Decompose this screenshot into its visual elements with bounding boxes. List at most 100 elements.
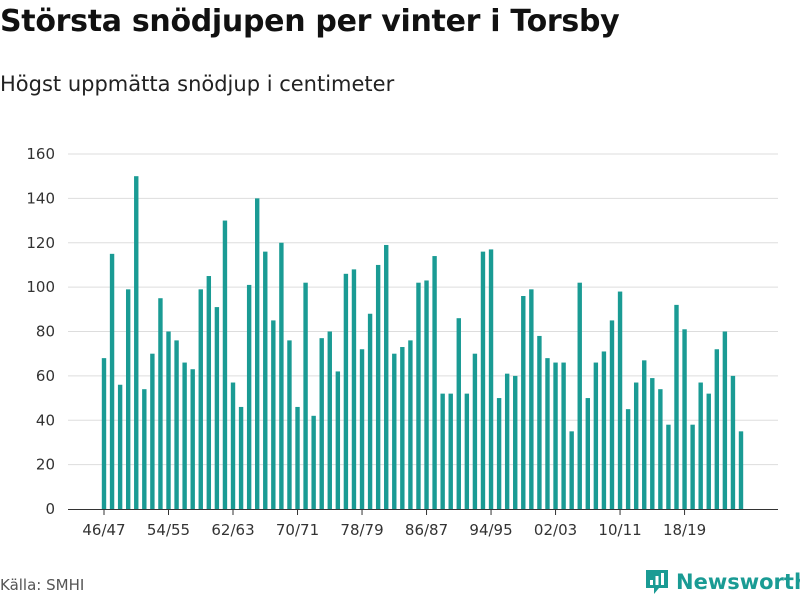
bar-96/97 — [504, 373, 510, 509]
bar-66/67 — [263, 251, 268, 510]
bar-48/49 — [117, 384, 123, 509]
grid-lines — [68, 153, 778, 466]
bar-79/80 — [367, 313, 373, 509]
bar-53/54 — [158, 298, 163, 509]
bar-63/64 — [238, 406, 244, 509]
bar-83/84 — [400, 347, 405, 509]
bar-70/71 — [295, 406, 300, 509]
x-tick-label: 86/87 — [405, 521, 448, 539]
bar-82/83 — [392, 353, 397, 509]
x-axis-ticks: 46/47 54/55 62/63 70/71 78/79 86/87 94/95 02/03… — [82, 509, 706, 539]
bar-97/98 — [513, 375, 518, 510]
y-axis-ticks: 0 20 40 60 80 100 120 140 160 — [26, 145, 55, 518]
bar-86/87 — [424, 280, 429, 509]
bar-67/68 — [271, 320, 276, 509]
brand-name: Newsworthy — [676, 570, 800, 594]
bar-77/78 — [351, 269, 357, 510]
bar-08/09 — [601, 351, 607, 509]
bar-84/85 — [408, 340, 413, 510]
bar-09/10 — [609, 320, 615, 509]
bar-undefined — [722, 331, 728, 509]
bar-81/82 — [384, 244, 389, 509]
bar-01/02 — [545, 358, 550, 510]
bar-99/00 — [529, 289, 534, 509]
bar-91/92 — [464, 393, 470, 510]
y-tick-label: 20 — [36, 456, 55, 474]
x-tick-label: 54/55 — [147, 521, 190, 539]
bar-50/51 — [134, 176, 139, 509]
y-tick-label: 0 — [45, 500, 55, 518]
bar-85/86 — [416, 282, 421, 509]
y-tick-label: 160 — [26, 145, 55, 163]
bar-59/60 — [206, 276, 212, 509]
bar-93/94 — [480, 251, 486, 510]
bar-17/18 — [674, 304, 679, 510]
bar-10/11 — [617, 291, 623, 509]
bar-06/07 — [585, 398, 590, 509]
bar-76/77 — [343, 273, 349, 509]
source-note: Källa: SMHI — [0, 576, 85, 594]
bar-12/13 — [633, 382, 639, 509]
bar-18/19 — [682, 329, 687, 509]
bar-73/74 — [319, 338, 324, 509]
y-tick-label: 60 — [36, 367, 55, 385]
x-tick-label: 70/71 — [276, 521, 319, 539]
bar-69/70 — [287, 340, 292, 510]
x-tick-label: 02/03 — [534, 521, 577, 539]
bar-88/89 — [440, 393, 445, 510]
bar-04/05 — [569, 431, 574, 509]
x-tick-label: 94/95 — [469, 521, 512, 539]
bar-60/61 — [214, 307, 220, 509]
bar-94/95 — [488, 249, 494, 509]
bar-21/22 — [706, 393, 711, 510]
bar-51/52 — [142, 389, 147, 509]
bar-52/53 — [150, 353, 155, 509]
bar-72/73 — [311, 415, 316, 509]
bar-46/47 — [101, 358, 107, 510]
x-tick-label: 78/79 — [340, 521, 383, 539]
bar-68/69 — [279, 242, 284, 509]
bar-61/62 — [222, 220, 228, 509]
bar-56/57 — [182, 362, 187, 509]
bar-57/58 — [190, 369, 195, 509]
x-tick-label: 46/47 — [82, 521, 125, 539]
chart-subtitle: Högst uppmätta snödjup i centimeter — [0, 72, 395, 96]
bar-15/16 — [658, 389, 663, 509]
bar-87/88 — [432, 256, 437, 509]
bars — [101, 176, 744, 510]
bar-80/81 — [375, 264, 381, 509]
x-tick-label: 62/63 — [211, 521, 254, 539]
bar-22/23 — [714, 349, 720, 509]
x-tick-label: 18/19 — [663, 521, 706, 539]
x-tick-label: 10/11 — [598, 521, 641, 539]
bar-55/56 — [174, 340, 179, 510]
bar-11/12 — [625, 409, 631, 509]
bar-16/17 — [666, 424, 671, 509]
bar-74/75 — [327, 331, 332, 509]
y-tick-label: 80 — [36, 323, 55, 341]
bar-54/55 — [166, 331, 171, 509]
bar-78/79 — [359, 349, 365, 509]
bar-58/59 — [198, 289, 203, 509]
bar-71/72 — [303, 282, 308, 509]
y-tick-label: 40 — [36, 411, 55, 429]
bar-49/50 — [125, 289, 131, 509]
bar-98/99 — [521, 296, 526, 509]
bar-00/01 — [537, 335, 542, 509]
bar-47/48 — [109, 253, 115, 509]
bar-07/08 — [593, 362, 599, 509]
y-tick-label: 100 — [26, 278, 55, 296]
bar-14/15 — [650, 378, 655, 509]
bar-64/65 — [246, 284, 252, 509]
bar-19/20 — [690, 424, 695, 509]
bar-90/91 — [456, 318, 461, 509]
bar-05/06 — [577, 282, 582, 509]
y-tick-label: 140 — [26, 189, 55, 207]
bar-02/03 — [553, 362, 558, 509]
chart-title: Största snödjupen per vinter i Torsby — [0, 4, 620, 39]
bar-undefined — [730, 375, 736, 510]
brand-logo: Newsworthy — [644, 568, 800, 596]
y-tick-label: 120 — [26, 234, 55, 252]
bar-20/21 — [698, 382, 703, 509]
